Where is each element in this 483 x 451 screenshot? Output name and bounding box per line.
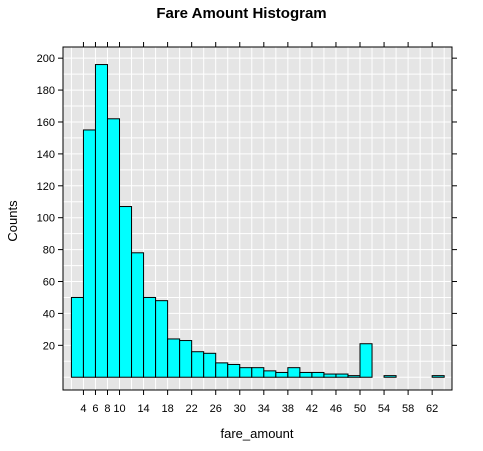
histogram-bar — [94, 64, 108, 378]
y-tick-label: 120 — [37, 181, 55, 193]
x-tick-label: 18 — [161, 403, 173, 415]
x-axis-label: fare_amount — [221, 426, 294, 441]
histogram-bar — [82, 129, 96, 378]
x-tick-label: 22 — [186, 403, 198, 415]
x-tick-label: 4 — [80, 403, 86, 415]
x-tick-label: 38 — [282, 403, 294, 415]
y-tick-label: 180 — [37, 85, 55, 97]
histogram-bar — [106, 118, 121, 378]
histogram-bar — [299, 371, 313, 378]
histogram-bar — [203, 352, 217, 378]
chart-title: Fare Amount Histogram — [156, 5, 327, 22]
histogram-bar — [275, 371, 289, 378]
y-tick-label: 100 — [37, 213, 55, 225]
x-tick-label: 46 — [330, 403, 342, 415]
histogram-bar — [311, 371, 325, 378]
x-tick-label: 14 — [137, 403, 149, 415]
y-tick-label: 200 — [37, 53, 55, 65]
histogram-bar — [227, 363, 241, 378]
histogram-bar — [335, 373, 349, 378]
y-tick-label: 80 — [43, 245, 55, 257]
histogram-bar — [215, 362, 229, 378]
histogram-bar — [179, 340, 193, 378]
histogram-bar — [263, 370, 277, 378]
histogram-bar — [191, 351, 205, 378]
x-tick-label: 58 — [402, 403, 414, 415]
y-tick-label: 40 — [43, 308, 55, 320]
y-tick-label: 20 — [43, 340, 55, 352]
histogram-bar — [251, 367, 265, 378]
x-tick-label: 26 — [210, 403, 222, 415]
x-tick-label: 30 — [234, 403, 246, 415]
histogram-bar — [131, 252, 145, 378]
histogram-bar — [143, 296, 157, 378]
histogram-bar — [70, 296, 84, 378]
histogram-bar — [239, 367, 253, 378]
histogram-bar — [359, 343, 373, 378]
histogram-bar — [287, 367, 301, 378]
histogram-bar — [347, 375, 361, 378]
axis-ticks — [58, 42, 457, 395]
y-tick-labels: 20 40 60 80 100 120 140 160 180 200 — [37, 53, 55, 352]
x-tick-label: 62 — [426, 403, 438, 415]
plot-frame — [62, 46, 453, 391]
y-axis-label: Counts — [5, 200, 20, 242]
y-tick-label: 60 — [43, 277, 55, 289]
histogram-bar — [167, 338, 181, 378]
y-tick-label: 140 — [37, 149, 55, 161]
histogram-bars — [70, 64, 445, 378]
histogram-bar — [323, 373, 337, 378]
x-tick-label: 8 — [104, 403, 110, 415]
x-tick-label: 6 — [92, 403, 98, 415]
x-tick-labels: 4 6 8 10 14 18 22 26 30 34 38 42 46 50 54 58 62 — [80, 403, 438, 415]
histogram-bar — [431, 375, 445, 378]
histogram-bar — [155, 300, 169, 378]
x-tick-label: 50 — [354, 403, 366, 415]
histogram-bar — [119, 206, 133, 378]
x-tick-label: 34 — [258, 403, 270, 415]
y-tick-label: 160 — [37, 117, 55, 129]
x-tick-label: 42 — [306, 403, 318, 415]
x-tick-label: 54 — [378, 403, 390, 415]
x-tick-label: 10 — [113, 403, 125, 415]
histogram-bar — [383, 375, 397, 378]
